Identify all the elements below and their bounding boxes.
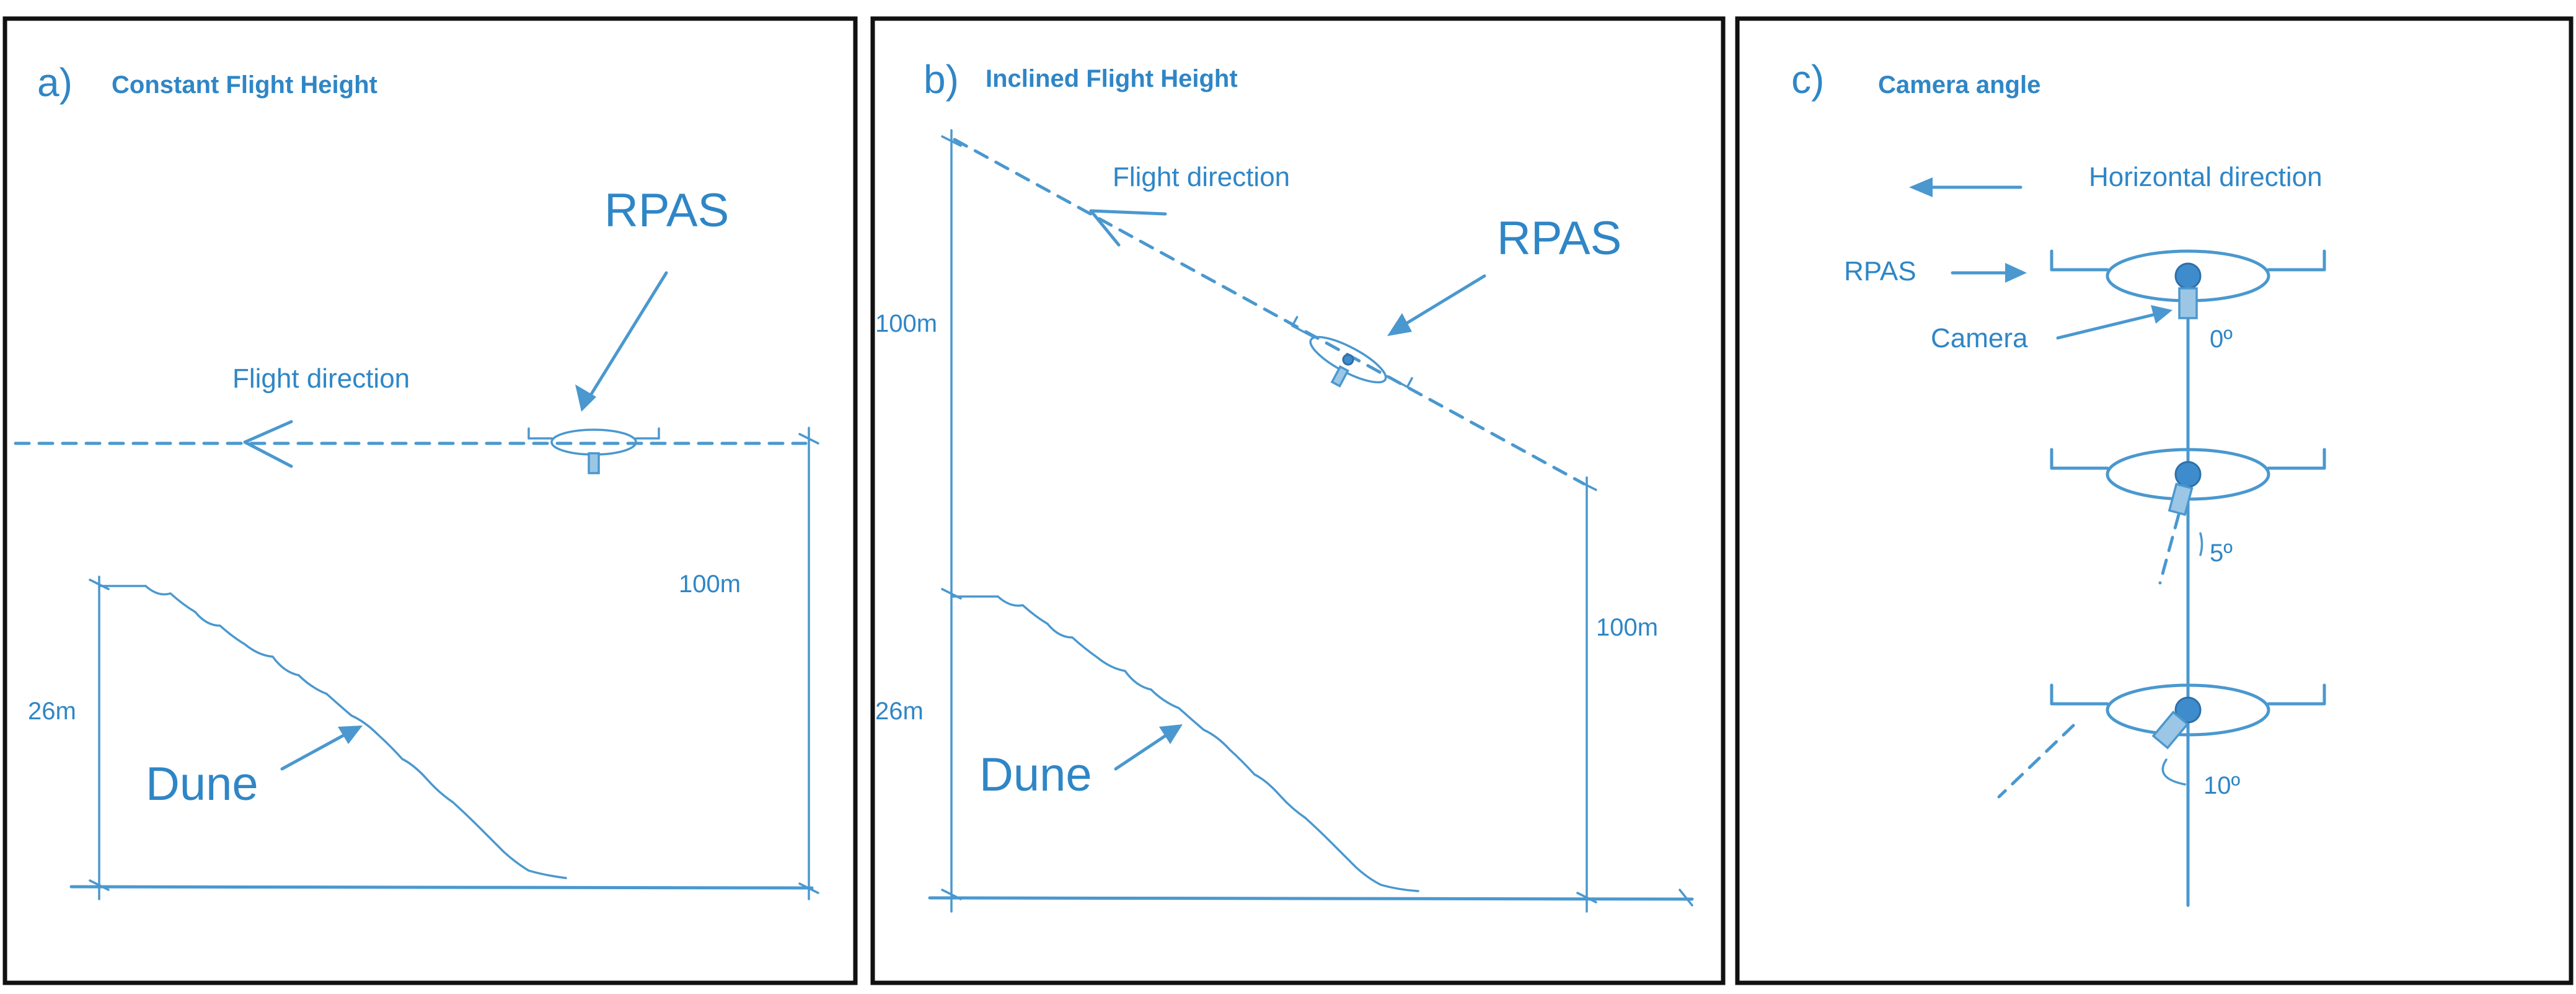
panel-a: a) Constant Flight Height Flight directi…	[2, 16, 858, 985]
panel-c-rpas-label: RPAS	[1844, 256, 1917, 286]
panel-c-letter: c)	[1791, 57, 1824, 102]
panel-c-title: Camera angle	[1878, 71, 2040, 99]
panel-b-dune-height-label: 26m	[875, 698, 924, 725]
panel-a-rpas-arrowhead	[575, 384, 596, 412]
panel-c-angle-10-label: 10º	[2203, 772, 2240, 799]
panel-c: c) Camera angle Horizontal direction RPA…	[1735, 16, 2574, 985]
panel-b-title: Inclined Flight Height	[986, 65, 1238, 92]
panel-b-rpas-arrowhead	[1387, 313, 1412, 336]
panel-b: b) Inclined Flight Height 100m Flight di…	[870, 16, 1726, 985]
panel-a-height-tick-top	[798, 433, 819, 445]
panel-a-dune-tick-top	[89, 579, 110, 590]
panel-c-horizontal-direction-label: Horizontal direction	[2089, 162, 2322, 192]
panel-a-height-label: 100m	[679, 570, 741, 598]
panel-a-dune-tick-bottom	[89, 879, 110, 891]
panel-c-horizontal-arrowhead	[1909, 177, 1933, 197]
panel-a-dune-arrowhead	[338, 726, 363, 744]
panel-a-dune-height-label: 26m	[28, 698, 76, 725]
panel-c-angle-5-label: 5º	[2210, 539, 2233, 567]
panel-b-rpas-label: RPAS	[1497, 212, 1621, 265]
panel-b-letter: b)	[924, 57, 959, 102]
panel-c-drone-10	[2052, 685, 2324, 750]
panel-b-flight-direction-label: Flight direction	[1113, 162, 1290, 192]
panel-c-camera-label: Camera	[1931, 323, 2028, 353]
panel-b-dune-profile	[997, 595, 1419, 892]
panel-c-camera-arrow	[2056, 311, 2162, 340]
panel-b-dune-tick-bottom	[941, 889, 962, 900]
panel-c-drone-0	[2052, 251, 2324, 319]
panel-b-dune-label: Dune	[979, 748, 1092, 801]
panel-a-rpas-label: RPAS	[604, 184, 729, 237]
panel-b-left-tick-top	[941, 135, 962, 147]
panel-a-dune-label: Dune	[146, 758, 258, 810]
panel-b-dune-arrowhead	[1159, 724, 1183, 744]
panel-b-frame	[870, 16, 1726, 985]
panel-b-ground-tick	[1678, 889, 1693, 907]
panel-a-drone	[527, 427, 660, 474]
panel-a-letter: a)	[37, 60, 73, 105]
panel-a-frame	[2, 16, 858, 985]
panel-a-rpas-arrow	[584, 271, 668, 405]
panel-c-angle-10-arc	[2161, 758, 2186, 786]
panel-c-angle-5-arc	[2199, 532, 2203, 556]
panel-a-dune-profile	[144, 585, 567, 879]
panel-c-drone-5	[2052, 450, 2324, 517]
panel-a-title: Constant Flight Height	[112, 71, 377, 99]
panel-c-rpas-arrowhead	[2005, 263, 2027, 283]
panel-a-dune-arrow	[280, 730, 352, 771]
panel-a-ground	[69, 885, 814, 890]
panel-c-angle-0-label: 0º	[2210, 326, 2233, 353]
panel-b-left-height-label: 100m	[875, 310, 937, 337]
panel-b-flight-arrowhead	[1089, 209, 1167, 247]
panel-b-ground	[928, 896, 1694, 901]
panel-a-flight-direction-label: Flight direction	[232, 363, 410, 394]
panel-c-frame	[1735, 16, 2574, 985]
panel-b-rpas-arrow	[1396, 274, 1486, 331]
panel-b-right-tick-top	[1576, 479, 1597, 491]
panel-c-camera-arrowhead	[2151, 305, 2172, 324]
panel-b-dune-arrow	[1114, 730, 1173, 771]
panel-b-flight-line	[953, 138, 1586, 486]
panel-c-angle-10-ray	[1997, 724, 2075, 799]
panel-a-flight-arrowhead	[243, 420, 293, 468]
panel-c-angle-5-ray	[2158, 513, 2181, 585]
panel-b-drone	[1284, 316, 1413, 402]
panel-b-right-height-label: 100m	[1596, 614, 1658, 641]
